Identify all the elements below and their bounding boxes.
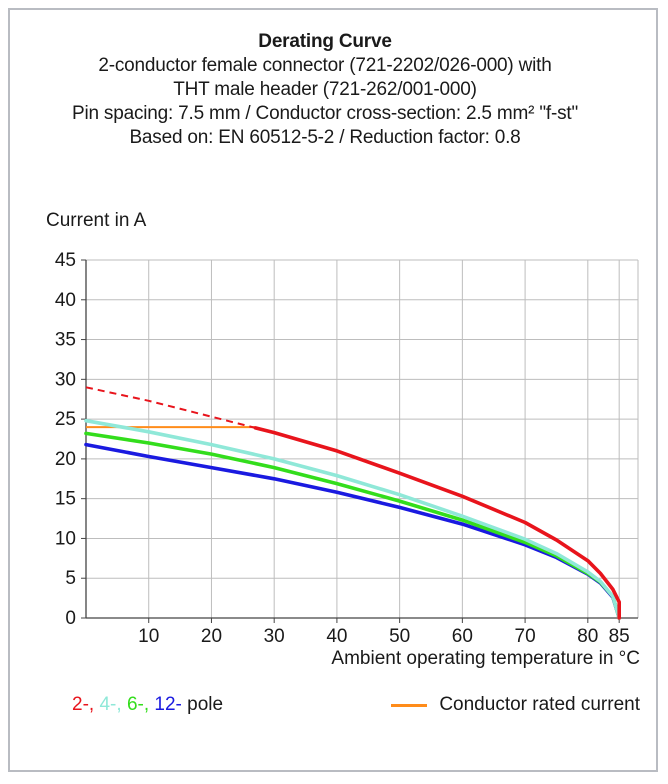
x-tick-label: 80 <box>577 626 598 647</box>
legend-pole-label: , <box>116 694 127 715</box>
y-axis-title: Current in A <box>46 210 147 231</box>
legend-rated-current: Conductor rated current <box>391 694 640 716</box>
x-tick-label: 40 <box>326 626 347 647</box>
series-2-pole-line <box>253 426 621 620</box>
chart-title: Derating Curve <box>258 31 392 52</box>
x-tick-label: 20 <box>201 626 222 647</box>
x-tick-label: 30 <box>264 626 285 647</box>
y-tick-label: 25 <box>55 409 76 430</box>
x-tick-label: 60 <box>452 626 473 647</box>
legend-pole-label: 12- <box>154 694 182 715</box>
x-axis-title: Ambient operating temperature in °C <box>331 648 640 669</box>
legend-pole-suffix: pole <box>181 694 224 715</box>
legend-pole-label: 2- <box>72 694 89 715</box>
tick-labels: 0 5 10 15 20 25 30 35 40 45 10 20 30 40 50 60 70 80 85 <box>55 250 630 647</box>
y-tick-label: 20 <box>55 449 76 470</box>
series-4-pole-line <box>84 418 621 620</box>
x-tick-label: 70 <box>515 626 536 647</box>
x-tick-label: 85 <box>609 626 630 647</box>
y-tick-label: 35 <box>55 330 76 351</box>
legend-pole-label: , <box>88 694 100 715</box>
y-tick-label: 40 <box>55 290 76 311</box>
legend-pole-label: 4- <box>99 694 117 715</box>
chart-subtitle-3: Pin spacing: 7.5 mm / Conductor cross-se… <box>71 103 578 124</box>
series-2-pole-dashed <box>85 386 256 429</box>
y-tick-label: 30 <box>55 369 76 390</box>
legend-pole-label: , <box>143 694 155 715</box>
y-tick-label: 5 <box>65 568 76 589</box>
x-tick-label: 50 <box>389 626 410 647</box>
axes <box>81 259 638 623</box>
y-tick-label: 0 <box>65 608 76 629</box>
grid-lines <box>86 259 639 618</box>
x-tick-label: 10 <box>138 626 159 647</box>
y-tick-label: 10 <box>55 528 76 549</box>
chart-subtitle-2: THT male header (721-262/001-000) <box>173 79 477 100</box>
legend-pole-labels: 2-, 4-, 6-, 12- <box>72 694 182 715</box>
series-lines <box>84 386 621 620</box>
chart-subtitle-1: 2-conductor female connector (721-2202/0… <box>98 55 552 76</box>
legend-rated-current-label: Conductor rated current <box>439 694 640 715</box>
chart-header: Derating Curve 2-conductor female connec… <box>0 30 650 150</box>
y-tick-label: 15 <box>55 489 76 510</box>
chart-frame <box>8 8 658 772</box>
y-tick-label: 45 <box>55 250 76 271</box>
chart-subtitle-4: Based on: EN 60512-5-2 / Reduction facto… <box>129 127 521 148</box>
legend-pole-label: 6- <box>126 694 144 715</box>
legend-pole: 2-, 4-, 6-, 12- pole <box>72 694 223 716</box>
legend-rated-current-swatch <box>391 703 428 707</box>
